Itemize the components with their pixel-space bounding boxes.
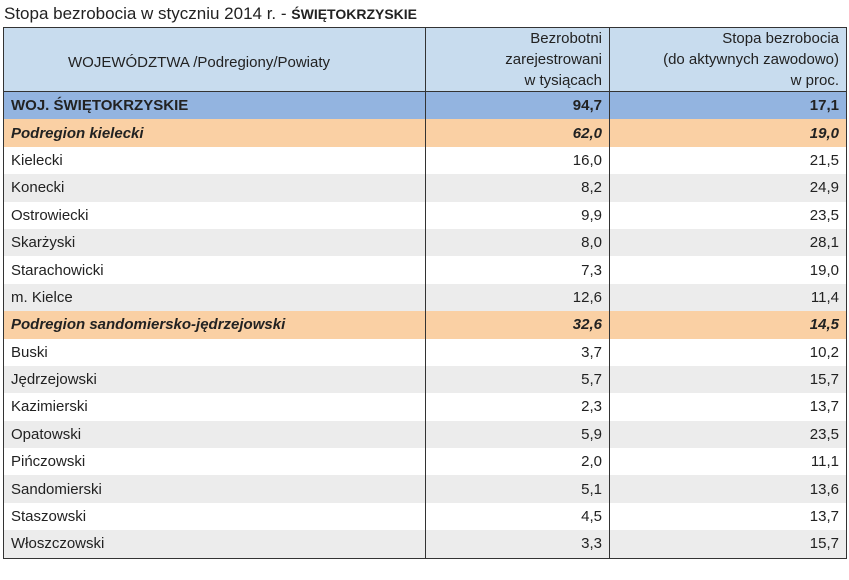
header-rate: Stopa bezrobocia (do aktywnych zawodowo)… [609, 27, 847, 92]
cell-rate: 21,5 [609, 146, 847, 175]
cell-rate: 14,5 [609, 311, 847, 339]
cell-rate: 13,7 [609, 393, 847, 421]
cell-region-name: Skarżyski [3, 228, 426, 257]
cell-region-name: Kazimierski [3, 393, 426, 421]
table-row: WOJ. ŚWIĘTOKRZYSKIE 94,7 17,1 [3, 91, 847, 120]
cell-rate: 24,9 [609, 174, 847, 202]
cell-unemployed: 5,7 [425, 365, 610, 394]
unemployment-table: WOJEWÓDZTWA /Podregiony/Powiaty Bezrobot… [3, 27, 847, 559]
header-unemployed-line: zarejestrowani [505, 51, 602, 68]
page-title: Stopa bezrobocia w styczniu 2014 r. - ŚW… [4, 3, 417, 25]
table-row: Kazimierski 2,3 13,7 [3, 393, 847, 421]
cell-rate: 11,4 [609, 283, 847, 312]
header-row: WOJEWÓDZTWA /Podregiony/Powiaty Bezrobot… [3, 27, 847, 92]
cell-rate: 19,0 [609, 256, 847, 284]
cell-region-name: Włoszczowski [3, 530, 426, 559]
table-row: Opatowski 5,9 23,5 [3, 420, 847, 449]
cell-rate: 10,2 [609, 338, 847, 366]
header-region: WOJEWÓDZTWA /Podregiony/Powiaty [3, 27, 426, 92]
cell-region-name: Podregion kielecki [3, 119, 426, 147]
cell-unemployed: 4,5 [425, 502, 610, 531]
cell-unemployed: 8,2 [425, 174, 610, 202]
cell-unemployed: 5,9 [425, 420, 610, 449]
header-unemployed-line: w tysiącach [524, 72, 602, 89]
cell-rate: 15,7 [609, 365, 847, 394]
table-row: Staszowski 4,5 13,7 [3, 502, 847, 531]
cell-rate: 19,0 [609, 119, 847, 147]
table-row: Buski 3,7 10,2 [3, 338, 847, 366]
table-row: Kielecki 16,0 21,5 [3, 146, 847, 175]
cell-region-name: m. Kielce [3, 283, 426, 312]
cell-region-name: Ostrowiecki [3, 201, 426, 229]
cell-rate: 15,7 [609, 530, 847, 559]
header-unemployed: Bezrobotni zarejestrowani w tysiącach [425, 27, 610, 92]
table-row: Pińczowski 2,0 11,1 [3, 448, 847, 476]
cell-region-name: Pińczowski [3, 448, 426, 476]
cell-unemployed: 8,0 [425, 228, 610, 257]
cell-unemployed: 5,1 [425, 475, 610, 503]
cell-unemployed: 62,0 [425, 119, 610, 147]
cell-rate: 17,1 [609, 91, 847, 120]
table-row: Starachowicki 7,3 19,0 [3, 256, 847, 284]
table-row: Sandomierski 5,1 13,6 [3, 475, 847, 503]
cell-region-name: WOJ. ŚWIĘTOKRZYSKIE [3, 91, 426, 120]
cell-unemployed: 3,7 [425, 338, 610, 366]
table-body: WOJ. ŚWIĘTOKRZYSKIE 94,7 17,1 Podregion kie… [3, 91, 847, 559]
cell-rate: 23,5 [609, 420, 847, 449]
cell-region-name: Staszowski [3, 502, 426, 531]
cell-region-name: Buski [3, 338, 426, 366]
cell-region-name: Podregion sandomiersko-jędrzejowski [3, 311, 426, 339]
cell-unemployed: 3,3 [425, 530, 610, 559]
table-row: Skarżyski 8,0 28,1 [3, 228, 847, 257]
cell-unemployed: 7,3 [425, 256, 610, 284]
cell-unemployed: 32,6 [425, 311, 610, 339]
cell-unemployed: 12,6 [425, 283, 610, 312]
cell-unemployed: 2,0 [425, 448, 610, 476]
table-row: Konecki 8,2 24,9 [3, 174, 847, 202]
table-row: m. Kielce 12,6 11,4 [3, 283, 847, 312]
title-main: Stopa bezrobocia w styczniu 2014 r. - [4, 4, 292, 23]
header-unemployed-line: Bezrobotni [530, 30, 602, 47]
table-row: Podregion kielecki 62,0 19,0 [3, 119, 847, 147]
header-rate-line: (do aktywnych zawodowo) [663, 51, 839, 68]
cell-rate: 28,1 [609, 228, 847, 257]
cell-unemployed: 9,9 [425, 201, 610, 229]
cell-region-name: Konecki [3, 174, 426, 202]
cell-rate: 23,5 [609, 201, 847, 229]
table-row: Jędrzejowski 5,7 15,7 [3, 365, 847, 394]
cell-region-name: Sandomierski [3, 475, 426, 503]
table-row: Podregion sandomiersko-jędrzejowski 32,6 1… [3, 311, 847, 339]
title-region: ŚWIĘTOKRZYSKIE [291, 6, 418, 22]
table-row: Włoszczowski 3,3 15,7 [3, 530, 847, 559]
cell-unemployed: 94,7 [425, 91, 610, 120]
cell-rate: 13,6 [609, 475, 847, 503]
cell-unemployed: 2,3 [425, 393, 610, 421]
table-row: Ostrowiecki 9,9 23,5 [3, 201, 847, 229]
header-rate-line: Stopa bezrobocia [722, 30, 839, 47]
cell-region-name: Starachowicki [3, 256, 426, 284]
cell-unemployed: 16,0 [425, 146, 610, 175]
cell-rate: 11,1 [609, 448, 847, 476]
cell-region-name: Opatowski [3, 420, 426, 449]
cell-region-name: Jędrzejowski [3, 365, 426, 394]
cell-region-name: Kielecki [3, 146, 426, 175]
cell-rate: 13,7 [609, 502, 847, 531]
header-rate-line: w proc. [790, 72, 839, 89]
